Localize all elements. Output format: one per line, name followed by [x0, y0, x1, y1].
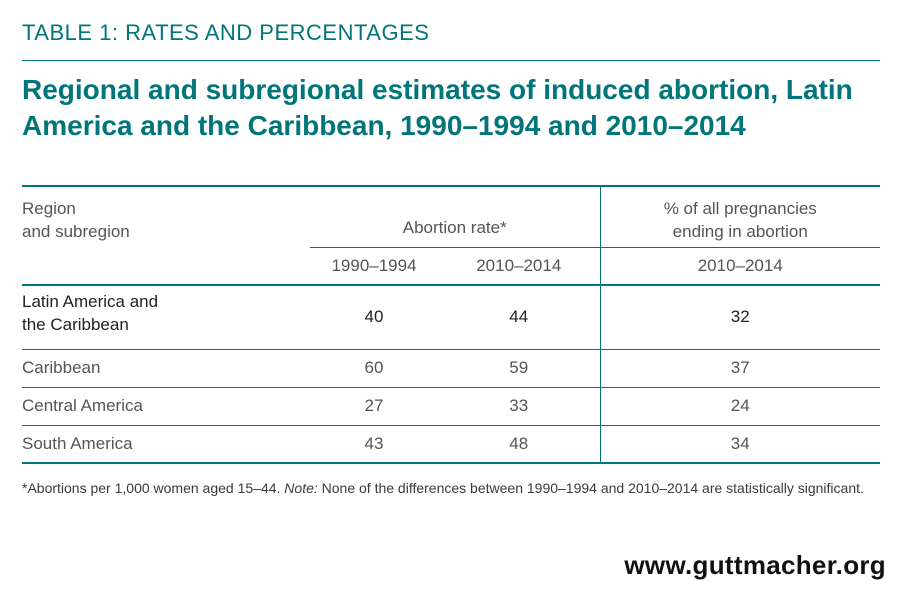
region-column-header: Region and subregion: [22, 186, 310, 285]
abortion-rate-header: Abortion rate*: [310, 186, 600, 248]
abortion-estimates-table: Region and subregion Abortion rate* % of…: [22, 185, 880, 464]
page-title: Regional and subregional estimates of in…: [22, 74, 853, 141]
pct-header-line2: ending in abortion: [672, 222, 808, 241]
pct-header-line1: % of all pregnancies: [663, 199, 817, 218]
total-name-line1: Latin America and: [22, 291, 159, 311]
rate-2010-cell: 59: [509, 358, 529, 377]
pct-2010-cell: 34: [599, 425, 880, 463]
table-row: Central America 27 33 24: [22, 387, 880, 425]
region-header-line2: and subregion: [22, 222, 130, 241]
year-1990-header: 1990–1994: [331, 255, 417, 275]
rate-1990-cell: 60: [364, 358, 384, 377]
pct-2010-cell: 24: [599, 387, 880, 425]
total-name-line2: the Caribbean: [22, 314, 129, 334]
rate-1990-cell: 43: [364, 433, 384, 453]
pct-year-header: 2010–2014: [599, 247, 880, 285]
table-row-total: Latin America and the Caribbean 40 44 32: [22, 285, 880, 349]
table-header-row: Region and subregion Abortion rate* % of…: [22, 186, 880, 248]
rate-1990-cell: 40: [364, 307, 384, 327]
table-row: South America 43 48 34: [22, 425, 880, 463]
row-name: Central America: [22, 396, 143, 415]
table-year-row: 1990–1994 2010–2014 2010–2014: [22, 247, 880, 285]
region-header-line1: Region: [22, 199, 76, 218]
row-name: South America: [22, 433, 133, 453]
footnote-definition: *Abortions per 1,000 women aged 15–44.: [22, 480, 285, 496]
table-footnote: *Abortions per 1,000 women aged 15–44. N…: [22, 477, 880, 499]
rate-2010-cell: 44: [509, 307, 529, 327]
pct-2010-cell: 32: [599, 285, 880, 349]
pregnancy-percent-header: % of all pregnancies ending in abortion: [599, 186, 880, 248]
table-label: TABLE 1: RATES AND PERCENTAGES: [22, 20, 430, 45]
table-row: Caribbean 60 59 37: [22, 349, 880, 387]
year-2010-header: 2010–2014: [476, 255, 562, 275]
pct-2010-cell: 37: [599, 349, 880, 387]
row-name: Latin America and the Caribbean: [22, 285, 310, 349]
rate-1990-cell: 27: [364, 396, 384, 415]
rate-2010-cell: 33: [509, 396, 529, 415]
rate-2010-cell: 48: [509, 433, 529, 453]
note-label: Note:: [284, 480, 318, 496]
footnote-note: None of the differences between 1990–199…: [317, 480, 864, 496]
website-url: www.guttmacher.org: [624, 550, 886, 580]
row-name: Caribbean: [22, 358, 101, 377]
header-divider: [22, 60, 880, 61]
